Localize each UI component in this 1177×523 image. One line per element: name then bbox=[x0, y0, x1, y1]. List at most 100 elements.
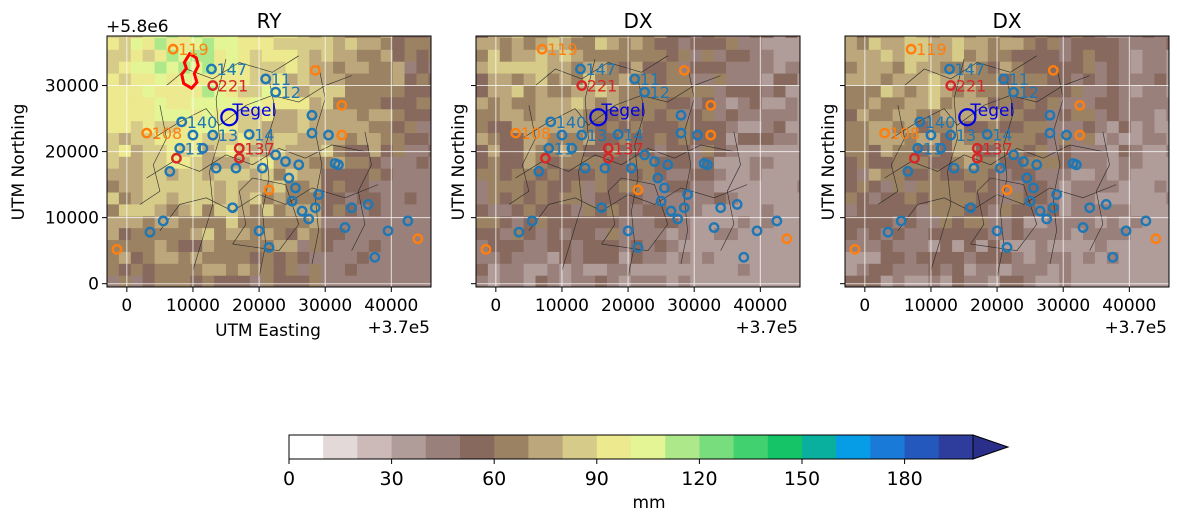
rain-cell bbox=[1118, 96, 1132, 110]
rain-cell bbox=[916, 36, 929, 38]
rain-cell bbox=[428, 84, 431, 98]
rain-cell bbox=[1106, 156, 1120, 169]
rain-cell bbox=[952, 144, 965, 157]
rain-cell bbox=[178, 120, 191, 134]
rain-cell bbox=[487, 132, 501, 145]
rain-cell bbox=[1094, 215, 1108, 229]
rain-cell bbox=[940, 227, 953, 241]
rain-cell bbox=[856, 263, 870, 276]
rain-cell bbox=[737, 120, 751, 134]
rain-cell bbox=[416, 215, 429, 229]
rain-cell bbox=[226, 132, 239, 145]
rain-cell bbox=[940, 84, 953, 98]
rain-cell bbox=[987, 36, 1001, 38]
rain-cell bbox=[975, 72, 989, 86]
rain-cell bbox=[321, 251, 334, 264]
rain-cell bbox=[428, 156, 431, 169]
rain-cell bbox=[309, 275, 322, 287]
rain-cell bbox=[130, 61, 144, 74]
colorbar-segment bbox=[665, 435, 700, 459]
rain-cell bbox=[725, 263, 739, 276]
colorbar-tick-label: 0 bbox=[283, 468, 295, 490]
rain-cell bbox=[1154, 96, 1167, 110]
rain-cell bbox=[237, 72, 251, 86]
station-marker bbox=[1028, 182, 1039, 194]
rain-cell bbox=[356, 156, 370, 169]
station-label: 119 bbox=[547, 40, 578, 59]
rain-cell bbox=[404, 156, 418, 169]
rain-cell bbox=[761, 168, 775, 181]
rain-cell bbox=[107, 203, 120, 217]
x-tick-label: 30000 bbox=[1036, 296, 1090, 316]
rain-cell bbox=[952, 37, 965, 50]
rain-cell bbox=[725, 37, 739, 50]
rain-cell bbox=[333, 37, 346, 50]
rain-cell bbox=[868, 275, 882, 287]
station-marker bbox=[632, 241, 644, 253]
rain-cell bbox=[178, 84, 191, 98]
rain-cell bbox=[249, 179, 263, 193]
station-marker bbox=[1071, 159, 1082, 171]
rain-cell bbox=[1118, 191, 1132, 205]
rain-cell bbox=[797, 215, 800, 229]
rain-cell bbox=[226, 263, 239, 276]
station-marker bbox=[981, 129, 993, 140]
rain-cell bbox=[916, 179, 929, 193]
rain-cell bbox=[785, 36, 798, 38]
rain-cell bbox=[368, 37, 382, 50]
rain-cell bbox=[1142, 179, 1156, 193]
rain-cell bbox=[654, 144, 668, 157]
rain-cell bbox=[749, 156, 763, 169]
rain-cell bbox=[606, 108, 620, 122]
rain-cell bbox=[916, 37, 929, 50]
rain-cell bbox=[1166, 156, 1169, 169]
rain-cell bbox=[487, 215, 501, 229]
rain-cell bbox=[107, 168, 120, 181]
rain-cell bbox=[237, 275, 251, 287]
rain-cell bbox=[1106, 84, 1120, 98]
rain-cell bbox=[118, 215, 132, 229]
rain-cell bbox=[487, 61, 501, 74]
rain-cell bbox=[1094, 84, 1108, 98]
rain-cell bbox=[178, 191, 191, 205]
x-tick-label: 0 bbox=[121, 296, 132, 316]
rain-cell bbox=[226, 179, 239, 193]
rain-cell bbox=[1047, 84, 1060, 98]
rain-cell bbox=[416, 156, 429, 169]
rain-cell bbox=[1142, 72, 1156, 86]
rain-cell bbox=[476, 96, 489, 110]
rain-cell bbox=[142, 84, 156, 98]
rain-cell bbox=[202, 108, 215, 122]
rain-cell bbox=[630, 263, 644, 276]
rain-cell bbox=[975, 156, 989, 169]
rain-cell bbox=[1035, 49, 1048, 62]
station-marker bbox=[303, 213, 315, 225]
rain-cell bbox=[952, 215, 965, 229]
rain-cell bbox=[904, 36, 918, 38]
rain-cell bbox=[964, 132, 977, 145]
rain-cell bbox=[975, 37, 989, 50]
station-marker bbox=[659, 182, 670, 194]
rain-cell bbox=[630, 36, 644, 38]
rain-cell bbox=[702, 37, 715, 50]
rain-cell bbox=[1035, 84, 1048, 98]
rain-cell bbox=[940, 132, 953, 145]
rain-cell bbox=[618, 275, 632, 287]
rain-cell bbox=[428, 179, 431, 193]
rain-cell bbox=[630, 108, 644, 122]
rain-cell bbox=[618, 84, 632, 98]
rain-cell bbox=[380, 275, 394, 287]
station-label: 13 bbox=[587, 126, 607, 145]
rain-cell bbox=[107, 120, 120, 134]
rain-cell bbox=[297, 36, 310, 38]
rain-cell bbox=[476, 36, 489, 38]
station-marker bbox=[1031, 159, 1043, 171]
rain-cell bbox=[202, 215, 215, 229]
rain-cell bbox=[618, 203, 632, 217]
rain-cell bbox=[1035, 144, 1048, 157]
rain-cell bbox=[868, 120, 882, 134]
station-label: 11 bbox=[271, 70, 291, 89]
rain-cell bbox=[333, 144, 346, 157]
station-marker bbox=[575, 63, 586, 75]
